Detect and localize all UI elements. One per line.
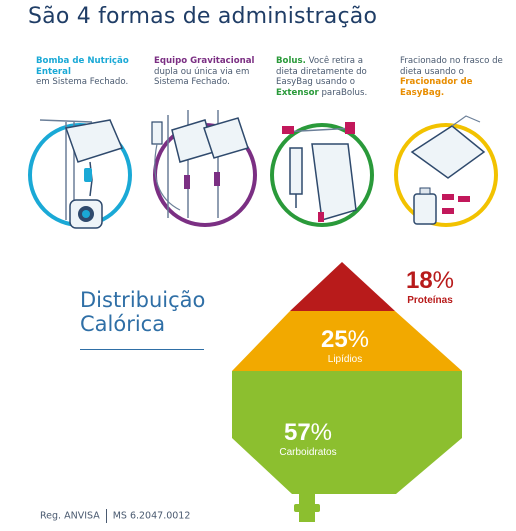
bag-spout-tip-icon [299,512,315,522]
method-bolus-rest1: Você retira a dieta diretamente do EasyB… [276,56,367,88]
bag-spout-cap-icon [294,504,320,512]
lipids-value: 25% [321,326,369,353]
method-pump-strong: Bomba de Nutrição Enteral [36,56,129,77]
lipids-label: Lipídios [328,354,362,365]
page-title: São 4 formas de administração [28,4,378,29]
distribution-title-line1: Distribuição [80,288,206,312]
method-bolus-rest2: paraBolus. [321,87,368,98]
method-gravity-strong: Equipo Gravitacional [154,56,255,66]
method-fraction-text: Fracionado no frasco de dieta usando o F… [400,56,510,98]
proteins-label: Proteínas [407,295,453,306]
distribution-title: Distribuição Calórica [80,288,205,336]
reg-number: MS 6.2047.0012 [112,510,191,522]
carbs-unit: % [311,419,332,446]
method-fraction-rest: Fracionado no frasco de dieta usando o [400,56,503,77]
proteins-value: 18% [406,267,454,294]
method-bolus-strong: Bolus. [276,56,306,66]
reg-separator [105,509,107,523]
methods-illustrations [28,110,498,229]
proteins-number: 18 [406,267,433,294]
fraction-illustration-icon [394,115,498,227]
reg-label: Reg. ANVISA [40,510,100,522]
method-bolus-text: Bolus. Você retira a dieta diretamente d… [276,56,386,98]
anvisa-registration: Reg. ANVISA MS 6.2047.0012 [40,509,190,523]
proteins-unit: % [433,267,454,294]
lipids-number: 25 [321,326,348,353]
carbs-label: Carboidratos [279,447,336,458]
bolus-illustration-icon [270,122,374,227]
segment-lipids [232,311,462,371]
pump-illustration-icon [28,119,132,229]
bag-spout-icon [299,494,315,504]
lipids-unit: % [348,326,369,353]
segment-carbs [232,371,462,494]
method-pump-rest: em Sistema Fechado. [36,77,129,88]
method-fraction-strong: Fracionador de EasyBag. [400,77,473,98]
distribution-title-line2: Calórica [80,312,166,336]
method-pump-text: Bomba de Nutrição Enteral em Sistema Fec… [36,56,156,88]
gravity-illustration-icon [151,110,257,227]
carbs-number: 57 [284,419,311,446]
method-gravity-rest: dupla ou única via em Sistema Fechado. [154,66,250,88]
carbs-value: 57% [284,419,332,446]
segment-proteins [290,262,395,311]
method-gravity-text: Equipo Gravitacional dupla ou única via … [154,56,264,88]
method-bolus-strong2: Extensor [276,87,319,98]
distribution-divider [80,349,204,350]
